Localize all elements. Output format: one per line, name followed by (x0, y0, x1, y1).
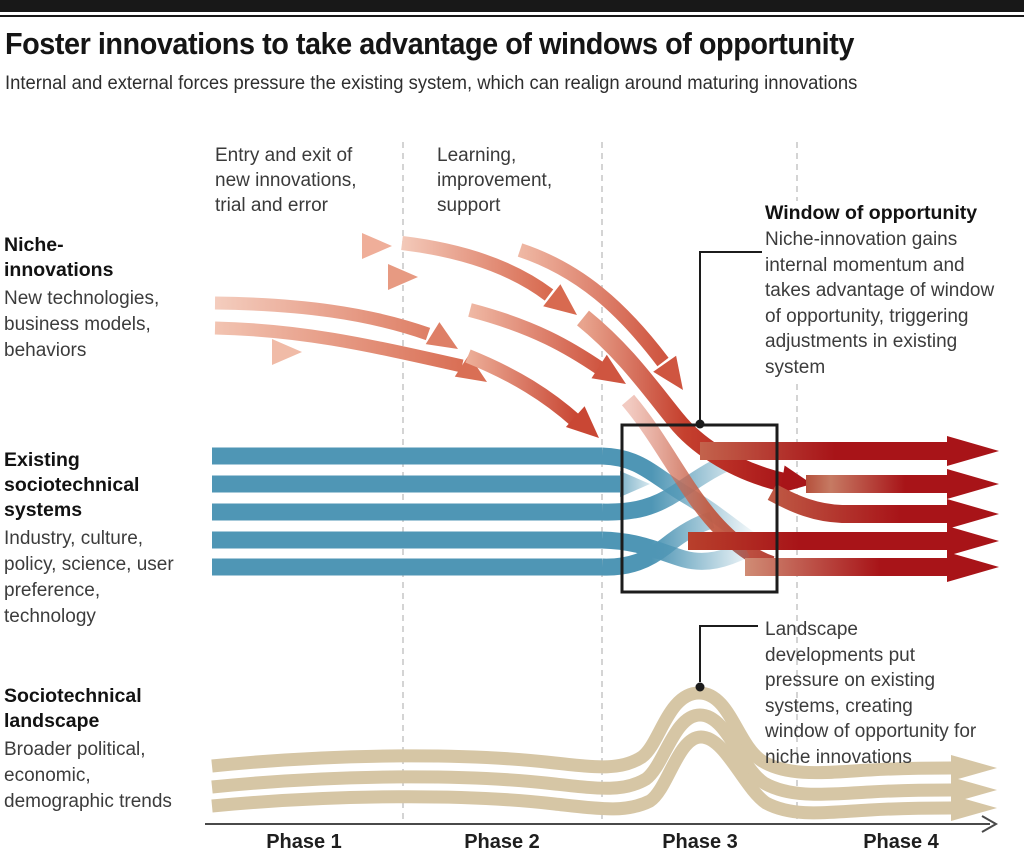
figure-subtitle: Internal and external forces pressure th… (5, 73, 858, 94)
window-title: Window of opportunity (765, 202, 978, 224)
level-label-regime: Existing sociotechnical systems Industry… (4, 448, 190, 630)
level-label-landscape: Sociotechnical landscape Broader politic… (4, 684, 184, 815)
niche-arrows (214, 233, 683, 438)
breakthrough-band (577, 310, 812, 494)
phase-2-label: Phase 2 (464, 831, 540, 853)
landscape-desc: Broader political, economic, demographic… (4, 739, 172, 812)
level-label-niche: Niche-innovations New technologies, busi… (4, 233, 176, 364)
annotation-window: Window of opportunity Niche-innovation g… (765, 201, 997, 380)
niche-desc: New technologies, business models, behav… (4, 288, 160, 361)
annotation-entry-exit: Entry and exit of new innovations, trial… (215, 145, 357, 216)
callout-connectors (695, 251, 762, 692)
niche-title: Niche-innovations (4, 234, 114, 281)
regime-streams (212, 447, 761, 576)
phase-1-label: Phase 1 (266, 831, 342, 853)
landscape-title: Sociotechnical landscape (4, 685, 142, 732)
landscape-bands (211, 686, 997, 821)
regime-title: Existing sociotechnical systems (4, 449, 140, 521)
annotation-learning: Learning, improvement, support (437, 145, 553, 216)
top-black-bar (0, 0, 1024, 12)
annotation-landscape: Landscape developments put pressure on e… (765, 619, 977, 768)
realigned-arrows (688, 436, 999, 582)
time-axis (205, 815, 999, 833)
regime-weave-top (601, 471, 750, 570)
top-rule (0, 15, 1024, 17)
phase-4-label: Phase 4 (863, 831, 939, 853)
niche-cross-band (621, 394, 775, 572)
window-body: Niche-innovation gains internal momentum… (765, 229, 995, 378)
phase-3-label: Phase 3 (662, 831, 738, 853)
regime-desc: Industry, culture, policy, science, user… (4, 528, 174, 627)
figure-title: Foster innovations to take advantage of … (5, 26, 854, 61)
